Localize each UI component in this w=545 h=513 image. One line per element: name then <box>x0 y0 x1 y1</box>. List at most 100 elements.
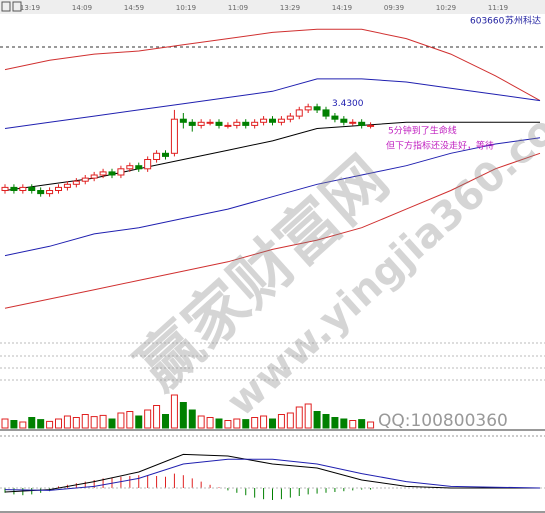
time-label: 10:19 <box>176 4 196 12</box>
candle-body <box>90 174 98 179</box>
annotation: 但下方指标还没走好，等待 <box>386 140 494 152</box>
volume-bar <box>358 419 366 429</box>
volume-bar <box>37 419 45 429</box>
volume-bar <box>46 420 54 429</box>
volume-bar <box>179 402 187 429</box>
icon <box>12 1 22 12</box>
volume-bar <box>349 420 357 429</box>
macd-line <box>4 453 540 493</box>
candle-body <box>55 186 62 191</box>
volume-bar <box>313 411 321 429</box>
candle-body <box>331 115 339 120</box>
candle-body <box>349 121 357 124</box>
time-bar <box>0 0 545 14</box>
volume-bar <box>260 415 268 429</box>
candle-body <box>197 121 205 126</box>
volume-bar <box>170 394 178 429</box>
candle-body <box>295 109 303 117</box>
time-label: 09:39 <box>384 4 404 12</box>
candle-body <box>117 168 125 176</box>
volume-bar <box>331 417 339 429</box>
candle-body <box>126 165 134 170</box>
candle-body <box>28 186 36 191</box>
volume-bar <box>286 412 294 429</box>
candle-body <box>37 190 45 195</box>
band-line <box>4 137 541 257</box>
volume-bar <box>1 418 9 429</box>
candle-body <box>215 121 223 126</box>
volume-bar <box>135 415 143 429</box>
time-label: 10:29 <box>436 4 456 12</box>
stock-code: 603660 <box>470 17 505 27</box>
volume-bar <box>269 418 276 429</box>
volume-bar <box>251 417 259 429</box>
volume-bar <box>81 414 89 429</box>
volume-bar <box>10 420 18 429</box>
candle-body <box>170 118 178 154</box>
stock-name: 苏州科达 <box>505 15 541 27</box>
volume-bar <box>295 406 303 429</box>
volume-bar <box>19 421 27 429</box>
volume-bar <box>188 409 196 429</box>
candle-body <box>277 118 285 123</box>
candle-body <box>367 124 375 127</box>
time-label: 13:19 <box>20 4 40 12</box>
candle-body <box>179 118 187 123</box>
candle-body <box>340 118 348 123</box>
candle-body <box>224 124 232 127</box>
candle-body <box>260 118 268 123</box>
volume-bar <box>206 417 214 429</box>
volume-bar <box>117 412 125 429</box>
candle-body <box>135 165 143 170</box>
candle-body <box>99 171 107 176</box>
volume-bar <box>72 417 80 429</box>
candle-body <box>269 118 276 123</box>
toolbar-icons <box>1 1 22 12</box>
candle-body <box>322 109 330 117</box>
candle-body <box>46 190 54 195</box>
watermark-qq: QQ:100800360 <box>378 411 508 431</box>
candle-body <box>358 121 366 126</box>
volume-bar <box>242 419 250 429</box>
annotation: 5分钟到了生命线 <box>388 125 457 137</box>
candle-body <box>162 152 169 157</box>
volume-bar <box>215 418 223 429</box>
price-label: 3.4300 <box>332 99 364 109</box>
candle-body <box>108 171 116 176</box>
volume-bar <box>90 416 98 429</box>
candle-body <box>304 106 312 111</box>
candle-body <box>63 183 71 188</box>
time-label: 11:19 <box>488 4 508 12</box>
volume-bar <box>277 414 285 429</box>
volume-bar <box>304 403 312 429</box>
volume-bar <box>367 421 375 429</box>
plot: 13:19 14:09 14:59 10:19 11:09 13:29 14:19 09:39… <box>0 4 545 500</box>
candle-body <box>313 106 321 111</box>
candle-body <box>233 121 241 126</box>
volume-bar <box>233 418 241 429</box>
candle-body <box>1 186 9 191</box>
time-label: 14:59 <box>124 4 144 12</box>
band-line <box>4 152 541 309</box>
volume-bar <box>126 411 134 429</box>
time-label: 13:29 <box>280 4 300 12</box>
time-label: 14:19 <box>332 4 352 12</box>
time-label: 11:09 <box>228 4 248 12</box>
volume-bar <box>99 414 107 429</box>
volume-bar <box>28 417 36 429</box>
candle-body <box>10 186 18 191</box>
volume-bar <box>340 418 348 429</box>
candle-body <box>206 121 214 124</box>
volume-bar <box>108 418 116 429</box>
dotted-lines <box>0 342 545 381</box>
candle-body <box>19 186 27 191</box>
icon <box>1 1 11 12</box>
candle-body <box>153 152 161 161</box>
candle-body <box>251 121 259 126</box>
macd-line <box>4 458 541 491</box>
band-line <box>4 28 541 102</box>
volume-bar <box>197 415 205 429</box>
volume-bar <box>55 418 62 429</box>
candle-body <box>188 121 196 126</box>
